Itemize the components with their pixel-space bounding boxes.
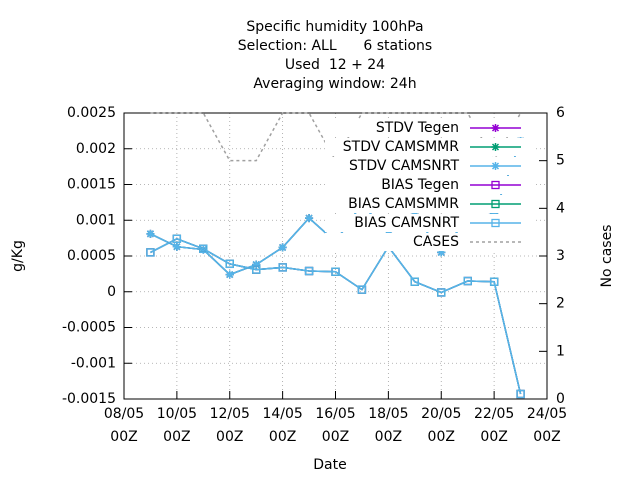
legend-label: BIAS CAMSNRT (354, 215, 459, 231)
legend-bg (325, 176, 535, 194)
x-tick-label-line: 10/05 (157, 406, 197, 422)
legend-bg (325, 138, 535, 156)
series-line (150, 238, 522, 395)
plot-border (123, 112, 548, 400)
chart-title: Specific humidity 100hPa (246, 19, 423, 35)
x-tick-label-line: 00Z (480, 429, 507, 445)
legend-label: STDV Tegen (376, 120, 459, 136)
x-tick-label-line: 18/05 (368, 406, 408, 422)
marker (491, 180, 500, 190)
y2-tick-label: 2 (556, 296, 565, 312)
series-line (150, 238, 522, 395)
x-tick-label-line: 20/05 (421, 406, 461, 422)
marker (491, 143, 500, 151)
marker (172, 242, 181, 251)
x-tick-label: 22/05 00Z (474, 406, 514, 445)
marker (489, 277, 499, 286)
marker (490, 209, 499, 218)
x-tick-label-line: 08/05 (104, 406, 144, 422)
legend-bg (325, 119, 535, 137)
marker (491, 162, 500, 170)
y2-tick-label: 4 (556, 200, 565, 216)
x-tick-label-line: 22/05 (474, 406, 514, 422)
chart-title: Selection: ALL 6 stations (238, 38, 432, 54)
legend-label: STDV CAMSMMR (343, 139, 459, 155)
marker (278, 243, 287, 252)
y-tick-label: 0.0005 (67, 248, 116, 264)
x-tick-label-line: 24/05 (527, 406, 567, 422)
x-tick-label-line: 00Z (428, 429, 455, 445)
marker (305, 214, 314, 223)
y-tick-label: 0 (107, 284, 116, 300)
y-tick-label: -0.001 (71, 355, 116, 371)
marker (491, 124, 500, 132)
marker (172, 234, 182, 243)
marker (199, 244, 208, 254)
marker (331, 267, 340, 276)
y2-axis-label: No cases (599, 225, 615, 288)
y2-tick-label: 3 (556, 248, 565, 264)
x-tick-label-line: 16/05 (315, 406, 355, 422)
marker (410, 277, 419, 286)
x-tick-label: 20/05 00Z (421, 406, 461, 445)
legend-label: BIAS CAMSMMR (348, 196, 459, 212)
chart-title: Used 12 + 24 (285, 57, 385, 73)
legend-bg (325, 233, 535, 251)
legend-label: BIAS Tegen (381, 177, 459, 193)
y2-tick-label: 1 (556, 343, 565, 359)
marker (252, 265, 261, 274)
y-tick-label: 0.001 (76, 212, 116, 228)
marker (252, 260, 261, 269)
y-tick-label: 0.0025 (67, 105, 116, 121)
x-tick-label: 24/05 00Z (527, 406, 567, 445)
series-line (150, 112, 522, 163)
marker (357, 285, 367, 294)
marker (225, 270, 234, 279)
x-tick-label-line: 00Z (322, 429, 349, 445)
marker (304, 266, 314, 276)
chart-title: Averaging window: 24h (253, 76, 416, 92)
x-tick-label: 08/05 00Z (104, 406, 144, 445)
legend-bg (325, 195, 535, 213)
y-tick-label: -0.0005 (62, 320, 116, 336)
y-axis-label: g/Kg (10, 240, 26, 272)
marker (516, 389, 525, 399)
x-tick-label: 10/05 00Z (157, 406, 197, 445)
x-tick-label-line: 14/05 (262, 406, 302, 422)
marker (437, 248, 446, 257)
x-tick-label-line: 00Z (163, 429, 190, 445)
marker (491, 218, 500, 228)
marker (437, 288, 446, 297)
marker (278, 263, 287, 272)
x-tick-label-line: 00Z (375, 429, 402, 445)
legend-label: CASES (413, 234, 459, 250)
y-tick-label: 0.002 (76, 141, 116, 157)
x-axis-label: Date (313, 457, 346, 473)
y-tick-label: 0.0015 (67, 177, 116, 193)
x-tick-label-line: 00Z (533, 429, 560, 445)
marker (491, 199, 500, 209)
y2-tick-label: 5 (556, 153, 565, 169)
x-tick-label: 18/05 00Z (368, 406, 408, 445)
x-tick-label-line: 00Z (110, 429, 137, 445)
y2-tick-label: 0 (556, 391, 565, 407)
y-tick-label: -0.0015 (62, 391, 116, 407)
legend-bg (325, 214, 535, 232)
legend-bg (325, 157, 535, 175)
marker (225, 259, 234, 269)
x-tick-label-line: 12/05 (210, 406, 250, 422)
y2-tick-label: 6 (556, 105, 565, 121)
marker (463, 276, 472, 286)
x-tick-label: 16/05 00Z (315, 406, 355, 445)
x-tick-label-line: 00Z (216, 429, 243, 445)
series-line (150, 238, 522, 395)
legend-label: STDV CAMSNRT (349, 158, 460, 174)
x-tick-label: 14/05 00Z (262, 406, 302, 445)
marker (146, 248, 155, 257)
marker (146, 229, 155, 238)
x-tick-label: 12/05 00Z (210, 406, 250, 445)
x-tick-label-line: 00Z (269, 429, 296, 445)
